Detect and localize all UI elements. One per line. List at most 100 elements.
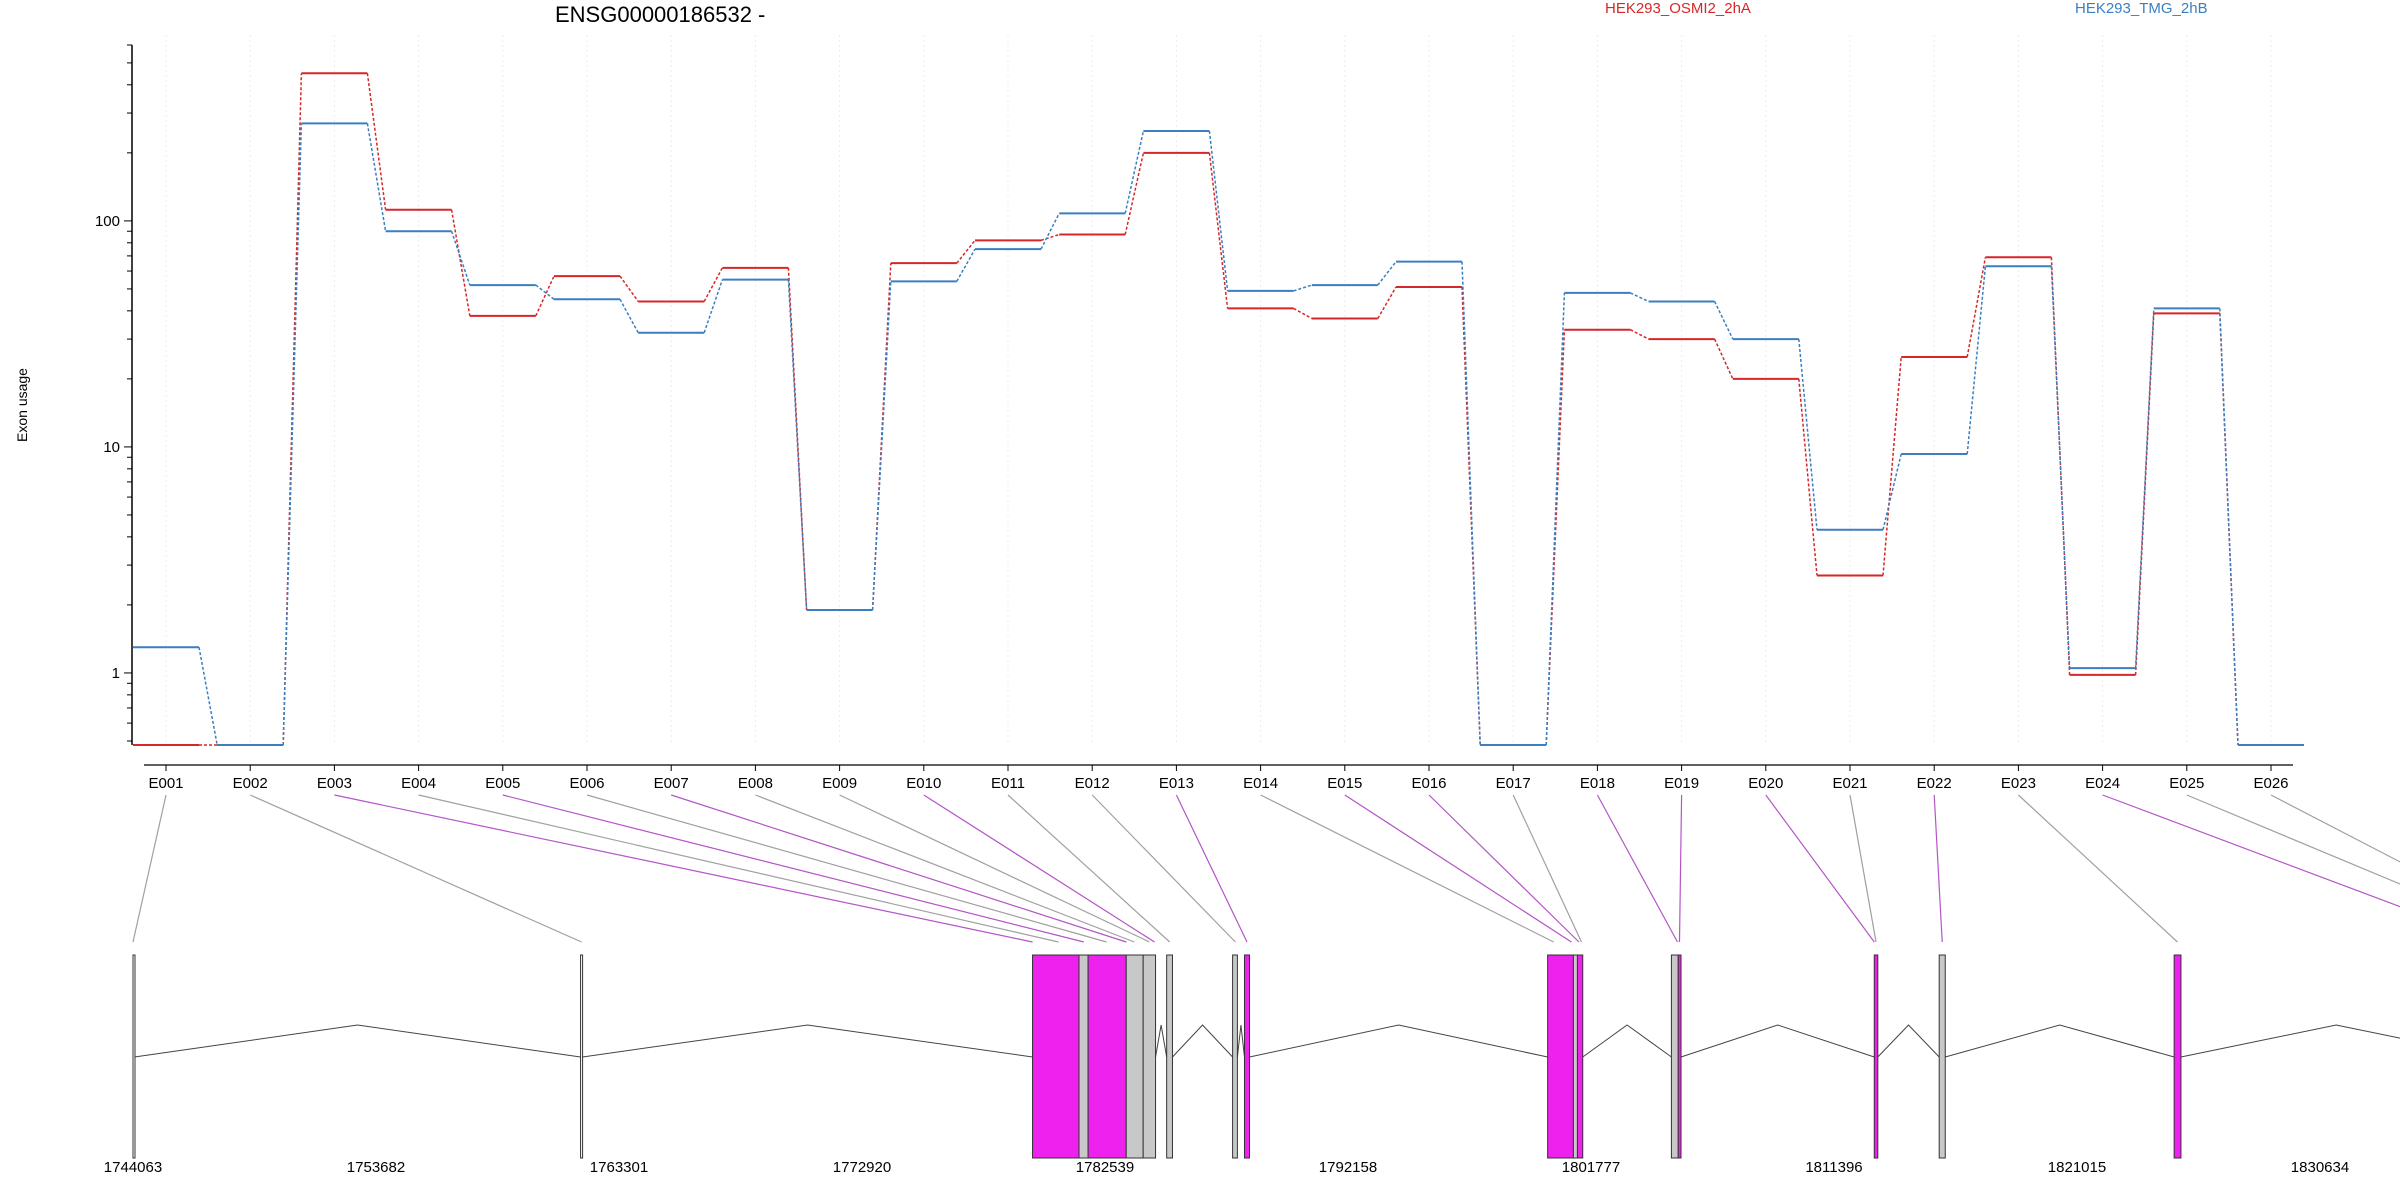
exon-label-e013: E013 — [1159, 775, 1194, 792]
exon-link-e002 — [249, 794, 582, 943]
exon-label-e021: E021 — [1832, 775, 1867, 792]
exon-label-e011: E011 — [991, 775, 1025, 792]
usage-connector — [1293, 284, 1313, 292]
usage-connector — [535, 284, 555, 300]
exon-label-e026: E026 — [2253, 775, 2288, 792]
exon-noncoding — [1572, 954, 1578, 1159]
exon-link-e007 — [671, 794, 1127, 943]
exon-coding — [1032, 954, 1080, 1159]
exon-label-e003: E003 — [317, 775, 352, 792]
exon-link-e017 — [1512, 794, 1583, 943]
coordinate-label: 1772920 — [833, 1159, 891, 1176]
exon-link-e022 — [1933, 794, 1943, 943]
usage-connector — [703, 279, 724, 333]
intron — [1680, 1024, 1875, 1058]
usage-connector — [956, 248, 976, 282]
exon-link-e018 — [1596, 794, 1679, 943]
exon-link-e020 — [1765, 794, 1875, 943]
y-tick-label: 100 — [95, 213, 120, 230]
intron — [1236, 1024, 1245, 1058]
exon-label-e024: E024 — [2085, 775, 2120, 792]
exon-coding — [1677, 954, 1682, 1159]
exon-link-e019 — [1678, 794, 1683, 943]
usage-connector — [1461, 261, 1481, 746]
y-axis: 1 10 100 — [95, 44, 133, 745]
exon-link-e021 — [1849, 794, 1877, 943]
usage-connector — [787, 267, 808, 610]
usage-series — [133, 72, 2304, 746]
exon-link-e005 — [502, 794, 1084, 943]
usage-connector — [1798, 378, 1818, 576]
usage-connector — [1882, 453, 1902, 530]
exon-coding — [1243, 954, 1251, 1159]
exon-boundary — [132, 954, 136, 1159]
usage-connector — [1713, 338, 1734, 380]
exon-label-e007: E007 — [654, 775, 689, 792]
intron — [1877, 1024, 1940, 1058]
y-tick-label: 1 — [112, 665, 120, 682]
exon-link-e023 — [2017, 794, 2178, 943]
exon-link-e013 — [1175, 794, 1248, 943]
usage-connector — [1966, 257, 1987, 358]
intron — [1155, 1024, 1168, 1058]
usage-connector — [956, 239, 976, 264]
usage-connector — [366, 123, 387, 232]
coordinate-label: 1801777 — [1562, 1159, 1620, 1176]
exon-coding — [1576, 954, 1584, 1159]
exon-gridlines — [165, 35, 2272, 745]
series-tmg — [133, 122, 2304, 746]
coordinate-label: 1753682 — [347, 1159, 405, 1176]
intron — [582, 1024, 1033, 1058]
exon-noncoding — [1142, 954, 1157, 1159]
exon-link-e009 — [839, 794, 1150, 943]
usage-connector — [1293, 307, 1313, 320]
usage-connector — [619, 275, 639, 302]
usage-connector — [450, 230, 471, 286]
exon-link-e026 — [2270, 794, 2400, 863]
exon-coding — [1087, 954, 1127, 1159]
exon-noncoding — [1670, 954, 1679, 1159]
usage-connector — [1040, 212, 1060, 250]
exon-coding — [1873, 954, 1879, 1159]
exon-noncoding — [1938, 954, 1946, 1159]
usage-connector — [1545, 292, 1566, 746]
exon-link-e003 — [334, 794, 1033, 943]
chart-title: ENSG00000186532 - — [555, 2, 766, 27]
exon-label-e008: E008 — [738, 775, 773, 792]
usage-connector — [535, 275, 555, 317]
coordinate-label: 1830634 — [2291, 1159, 2349, 1176]
usage-connector — [366, 73, 387, 210]
exon-boundary — [580, 954, 584, 1159]
usage-connector — [1124, 152, 1145, 235]
usage-connector — [1966, 266, 1987, 455]
coordinate-label: 1811396 — [1805, 1159, 1862, 1176]
usage-connector — [1377, 261, 1397, 286]
exon-link-e014 — [1260, 794, 1554, 943]
exon-noncoding — [1232, 954, 1238, 1159]
usage-connector — [1208, 152, 1229, 309]
usage-connector — [1208, 130, 1229, 291]
exon-link-e004 — [418, 794, 1059, 943]
exon-label-e009: E009 — [822, 775, 857, 792]
coordinate-label: 1792158 — [1319, 1159, 1377, 1176]
intron — [1582, 1024, 1672, 1058]
usage-connector — [2050, 266, 2071, 669]
exon-label-e012: E012 — [1075, 775, 1110, 792]
exon-link-e012 — [1091, 794, 1236, 943]
exon-link-e024 — [2102, 794, 2400, 908]
usage-connector — [198, 647, 218, 746]
exon-coding — [2173, 954, 2182, 1159]
exon-label-e014: E014 — [1243, 775, 1278, 792]
legend-entry-tmg: HEK293_TMG_2hB — [2075, 0, 2208, 17]
intron — [1172, 1024, 1233, 1058]
exon-label-e016: E016 — [1411, 775, 1446, 792]
exon-label-e002: E002 — [233, 775, 268, 792]
usage-connector — [1377, 286, 1397, 319]
intron — [1945, 1024, 2175, 1058]
usage-connector — [282, 123, 303, 746]
exon-link-e015 — [1344, 794, 1572, 943]
exon-label-e019: E019 — [1664, 775, 1699, 792]
exon-label-e001: E001 — [148, 775, 183, 792]
coordinate-label: 1744063 — [104, 1159, 162, 1176]
